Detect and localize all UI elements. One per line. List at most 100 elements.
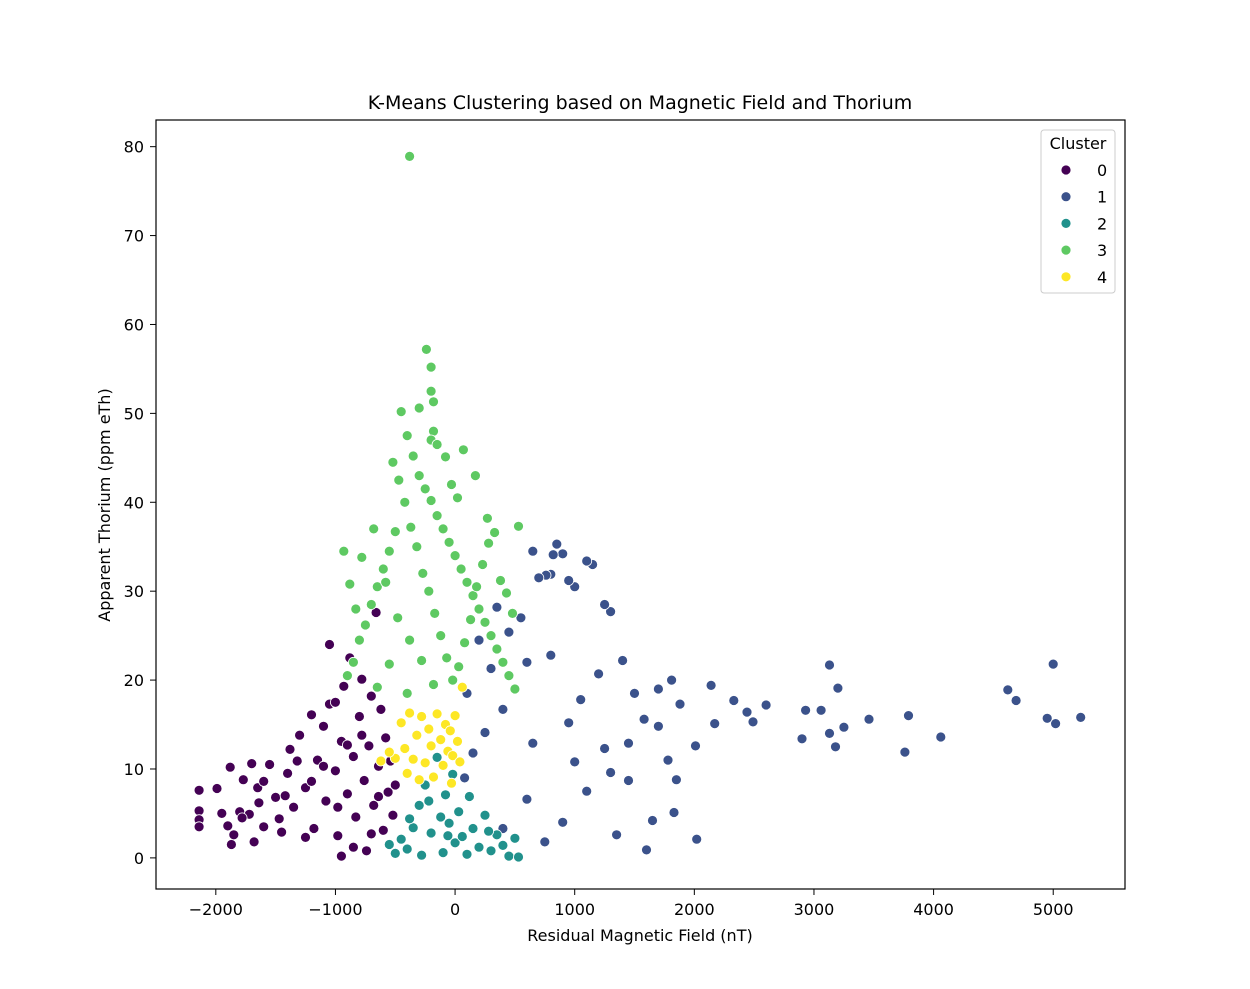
data-point (375, 704, 387, 715)
data-point (662, 754, 674, 766)
data-point (428, 425, 439, 437)
data-point (485, 630, 497, 641)
data-point (387, 809, 399, 821)
data-point (557, 816, 569, 828)
data-point (1050, 718, 1061, 729)
plot-frame (155, 119, 1126, 890)
x-tick-label: 2000 (674, 900, 715, 919)
data-point (377, 563, 389, 575)
data-point (383, 746, 395, 758)
data-point (473, 603, 485, 615)
data-point (647, 815, 658, 826)
data-point (503, 670, 515, 681)
data-point (368, 523, 380, 535)
data-point (435, 734, 447, 745)
data-point (300, 832, 311, 843)
data-point (193, 784, 205, 796)
data-point (509, 832, 521, 844)
data-point (425, 361, 437, 373)
data-point (363, 740, 375, 752)
points-layer (193, 150, 1087, 863)
data-point (288, 801, 300, 813)
data-point (471, 581, 483, 593)
x-axis-label: Residual Magnetic Field (nT) (527, 926, 752, 945)
data-point (832, 682, 844, 694)
data-point (365, 828, 377, 840)
data-point (503, 850, 515, 862)
data-point (521, 793, 533, 805)
data-point (623, 737, 634, 749)
data-point (437, 760, 449, 771)
data-point (324, 639, 335, 650)
data-point (481, 512, 493, 524)
data-point (401, 843, 413, 855)
data-point (416, 849, 428, 861)
y-tick-label: 10 (124, 760, 144, 779)
data-point (467, 590, 479, 601)
data-point (617, 655, 628, 666)
legend-label: 4 (1097, 268, 1107, 287)
data-point (338, 680, 350, 692)
data-point (485, 845, 497, 857)
data-point (389, 526, 401, 537)
data-point (796, 733, 808, 745)
data-point (513, 851, 524, 863)
data-point (863, 713, 875, 725)
data-point (395, 717, 407, 729)
data-point (368, 800, 380, 811)
data-point (405, 521, 417, 533)
data-point (248, 836, 260, 848)
data-point (423, 795, 435, 807)
data-point (387, 456, 399, 468)
data-point (358, 775, 370, 786)
legend: Cluster 0 1 2 3 4 (1040, 129, 1116, 294)
series-4 (375, 681, 468, 789)
data-point (264, 759, 276, 770)
data-point (416, 655, 428, 666)
data-point (428, 396, 439, 408)
data-point (449, 837, 461, 849)
x-tick-label: 5000 (1033, 900, 1074, 919)
x-axis-ticks: −2000 −1000 0 1000 2000 3000 4000 5000 (189, 889, 1074, 919)
data-point (563, 717, 575, 729)
data-point (338, 545, 350, 557)
data-point (515, 612, 527, 624)
data-point (455, 563, 467, 575)
data-point (563, 575, 575, 586)
data-point (545, 649, 557, 661)
data-point (383, 545, 395, 557)
data-point (485, 663, 497, 674)
data-point (454, 756, 466, 768)
data-point (440, 451, 451, 463)
data-point (446, 479, 457, 490)
data-point (347, 841, 359, 853)
data-point (380, 576, 392, 588)
data-point (527, 545, 539, 557)
data-point (383, 658, 395, 670)
data-point (935, 731, 947, 743)
y-tick-label: 60 (124, 315, 144, 334)
data-point (253, 797, 265, 809)
data-point (641, 844, 652, 856)
data-point (353, 634, 365, 646)
data-point (431, 510, 443, 521)
data-point (629, 688, 640, 699)
data-point (838, 721, 850, 733)
data-point (347, 751, 359, 762)
data-point (463, 791, 475, 802)
data-point (341, 670, 353, 681)
data-point (469, 470, 481, 482)
data-point (413, 774, 425, 786)
data-point (473, 634, 485, 646)
data-point (356, 552, 368, 563)
data-point (1002, 684, 1014, 696)
data-point (419, 757, 431, 769)
chart-title: K-Means Clustering based on Magnetic Fie… (368, 92, 913, 114)
data-point (423, 723, 435, 735)
data-point (258, 821, 270, 833)
data-point (599, 599, 610, 610)
data-point (459, 772, 471, 784)
data-point (389, 779, 401, 791)
data-point (623, 775, 634, 786)
